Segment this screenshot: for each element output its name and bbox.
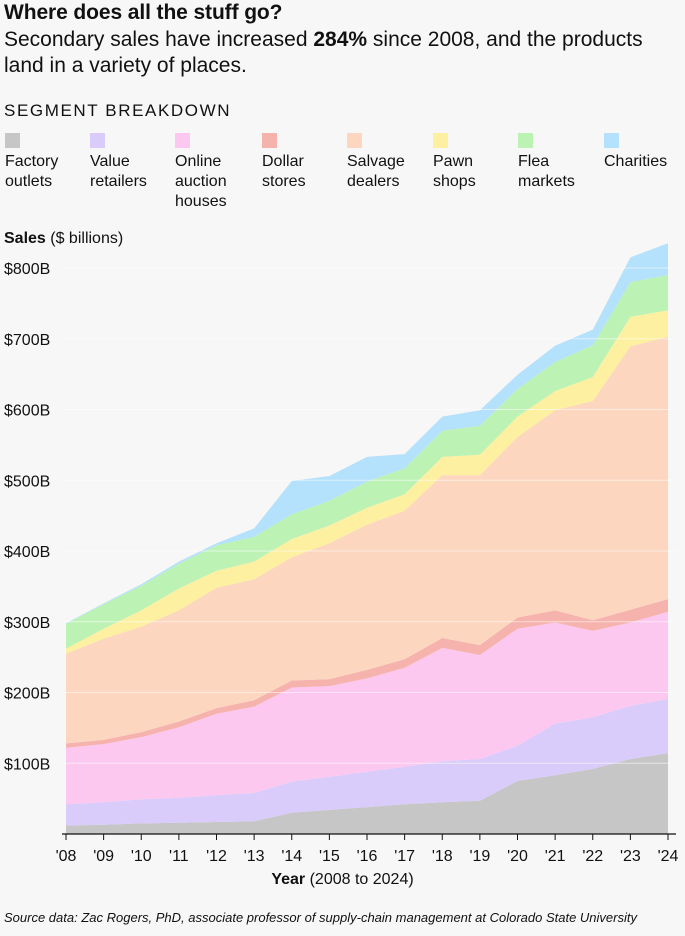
legend-label: Charities xyxy=(604,153,668,170)
y-tick-label: $400B xyxy=(4,544,50,561)
area-online-auction-houses xyxy=(66,611,668,805)
legend-item-salvage-dealers: Salvage dealers xyxy=(344,133,434,192)
x-tick-label: '18 xyxy=(432,848,453,865)
legend-swatch xyxy=(604,133,619,148)
area-dollar-stores xyxy=(66,599,668,748)
y-tick-label: $500B xyxy=(4,473,50,490)
legend-swatch xyxy=(175,133,190,148)
legend-item-dollar-stores: Dollar stores xyxy=(259,133,349,192)
legend-item-pawn-shops: Pawn shops xyxy=(430,133,520,192)
subtitle-after: since 2008, and the products land in a v… xyxy=(4,28,643,77)
source-note: Source data: Zac Rogers, PhD, associate … xyxy=(4,910,637,925)
y-tick-label: $600B xyxy=(4,403,50,420)
x-tick-label: '16 xyxy=(357,848,378,865)
area-factory-outlets xyxy=(66,753,668,834)
legend-item-flea-markets: Flea markets xyxy=(515,133,605,192)
x-tick-label: '12 xyxy=(206,848,227,865)
x-tick-label: '20 xyxy=(507,848,528,865)
x-axis-title-rest: (2008 to 2024) xyxy=(305,871,414,888)
x-axis-title-bold: Year xyxy=(271,871,306,888)
y-tick-label: $300B xyxy=(4,615,50,632)
y-axis-title-bold: Sales xyxy=(4,230,46,247)
legend-item-factory-outlets: Factory outlets xyxy=(2,133,92,192)
legend-label: Salvage dealers xyxy=(347,153,405,190)
legend-swatch xyxy=(5,133,20,148)
legend-label: Value retailers xyxy=(90,153,147,190)
y-axis-title: Sales ($ billions) xyxy=(4,230,123,248)
y-tick-label: $800B xyxy=(4,261,50,278)
x-tick-label: '09 xyxy=(93,848,114,865)
subtitle-before: Secondary sales have increased xyxy=(4,28,314,51)
y-axis-title-rest: ($ billions) xyxy=(45,230,124,247)
area-salvage-dealers xyxy=(66,336,668,744)
x-tick-label: '14 xyxy=(281,848,302,865)
area-flea-markets xyxy=(66,275,668,649)
legend-item-charities: Charities xyxy=(601,133,685,172)
legend-swatch xyxy=(518,133,533,148)
x-tick-label: '24 xyxy=(658,848,679,865)
legend-label: Online auction houses xyxy=(175,153,227,210)
y-tick-label: $200B xyxy=(4,686,50,703)
legend-item-online-auction-houses: Online auction houses xyxy=(172,133,262,212)
legend-item-value-retailers: Value retailers xyxy=(87,133,177,192)
x-tick-label: '22 xyxy=(582,848,603,865)
legend-label: Factory outlets xyxy=(5,153,59,190)
legend-label: Pawn shops xyxy=(433,153,476,190)
x-tick-label: '15 xyxy=(319,848,340,865)
area-value-retailers xyxy=(66,698,668,826)
y-tick-label: $100B xyxy=(4,756,50,773)
x-tick-label: '13 xyxy=(244,848,265,865)
subtitle: Secondary sales have increased 284% sinc… xyxy=(4,27,664,79)
legend-label: Dollar stores xyxy=(262,153,306,190)
section-label: SEGMENT BREAKDOWN xyxy=(4,101,232,120)
legend-swatch xyxy=(347,133,362,148)
x-tick-label: '10 xyxy=(131,848,152,865)
x-tick-label: '08 xyxy=(56,848,77,865)
legend-swatch xyxy=(262,133,277,148)
legend-swatch xyxy=(433,133,448,148)
legend-swatch xyxy=(90,133,105,148)
y-tick-label: $700B xyxy=(4,332,50,349)
x-tick-label: '11 xyxy=(169,848,189,865)
x-axis-title: Year (2008 to 2024) xyxy=(0,871,685,889)
x-tick-label: '23 xyxy=(620,848,641,865)
x-tick-label: '21 xyxy=(545,848,566,865)
headline: Where does all the stuff go? xyxy=(4,1,283,24)
subtitle-highlight: 284% xyxy=(313,28,368,51)
x-tick-label: '19 xyxy=(469,848,490,865)
legend-label: Flea markets xyxy=(518,153,575,190)
x-tick-label: '17 xyxy=(394,848,415,865)
area-pawn-shops xyxy=(66,310,668,654)
legend: Factory outlets Value retailers Online a… xyxy=(0,133,685,218)
